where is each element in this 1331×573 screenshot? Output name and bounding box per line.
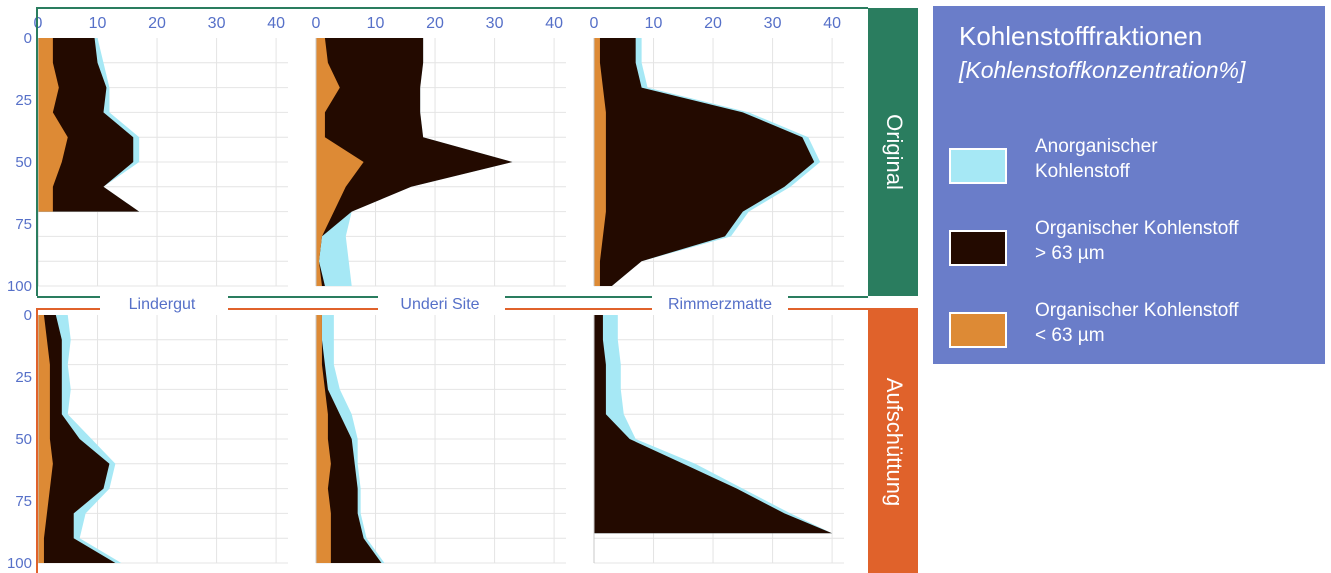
legend-item-inorganic: Anorganischer Kohlenstoff: [949, 134, 1319, 204]
area-organic-coarse: [594, 38, 815, 286]
area-organic-fine: [594, 38, 606, 286]
chart-panels: 0 10 20 30 40 0 25 50 75 100 0 10 20 30 40 0 10 20 30 40 0 25…: [7, 7, 868, 573]
legend-subtitle: [Kohlenstoffkonzentration%]: [959, 57, 1246, 83]
x-tick-label: 20: [426, 15, 444, 32]
legend-label-inorganic: Anorganischer Kohlenstoff: [1035, 134, 1325, 184]
aufschuettung-band-label: Aufschüttung: [882, 378, 907, 506]
area-organic-coarse: [316, 38, 513, 286]
area-organic-fine: [316, 38, 364, 286]
y-tick-label: 100: [7, 278, 32, 295]
y-tick-label: 25: [15, 92, 32, 109]
x-tick-label: 20: [704, 15, 722, 32]
y-tick-label: 50: [15, 154, 32, 171]
site-label-rimmerzmatte: Rimmerzmatte: [668, 296, 772, 313]
panel-aufschuettung-underi-site: [315, 315, 566, 564]
legend-label-line1: Anorganischer: [1035, 136, 1158, 157]
legend-label-line2: Kohlenstoff: [1035, 161, 1130, 182]
y-tick-label: 25: [15, 369, 32, 386]
original-band-label: Original: [882, 114, 907, 190]
x-tick-label: 40: [823, 15, 841, 32]
x-tick-label: 10: [89, 15, 107, 32]
y-tick-label: 0: [24, 30, 32, 47]
site-separators: [37, 296, 868, 310]
site-label-underi-site: Underi Site: [400, 296, 479, 313]
aufschuettung-band-background: [868, 308, 918, 573]
legend-swatch-organic-coarse: [949, 230, 1007, 266]
site-labels: Lindergut Underi Site Rimmerzmatte: [129, 296, 772, 313]
area-organic-coarse: [38, 38, 140, 212]
y-tick-label: 0: [24, 307, 32, 324]
y-tick-label: 75: [15, 216, 32, 233]
panel-aufschuettung-rimmerzmatte: [593, 315, 844, 564]
legend-swatch-inorganic: [949, 148, 1007, 184]
x-tick-label: 10: [645, 15, 663, 32]
x-tick-label: 20: [148, 15, 166, 32]
x-tick-label: 0: [34, 15, 43, 32]
x-tick-label: 40: [545, 15, 563, 32]
x-tick-label: 40: [267, 15, 285, 32]
legend-item-organic-coarse: Organischer Kohlenstoff > 63 µm: [949, 216, 1319, 286]
legend-swatch-organic-fine: [949, 312, 1007, 348]
legend-label-line1: Organischer Kohlenstoff: [1035, 300, 1239, 321]
x-tick-label: 0: [312, 15, 321, 32]
legend-label-organic-coarse: Organischer Kohlenstoff > 63 µm: [1035, 216, 1325, 266]
x-tick-label: 30: [208, 15, 226, 32]
legend-label-line2: < 63 µm: [1035, 325, 1105, 346]
site-label-lindergut: Lindergut: [129, 296, 196, 313]
original-band: Original: [868, 8, 918, 296]
legend-title: Kohlenstofffraktionen: [959, 21, 1203, 51]
panel-original-rimmerzmatte: 0 10 20 30 40: [590, 15, 844, 287]
legend: Kohlenstofffraktionen [Kohlenstoffkonzen…: [933, 6, 1325, 364]
panel-original-lindergut: 0 10 20 30 40 0 25 50 75 100: [7, 15, 288, 295]
original-frame: [36, 7, 868, 296]
x-tick-label: 10: [367, 15, 385, 32]
legend-label-line2: > 63 µm: [1035, 243, 1105, 264]
legend-item-organic-fine: Organischer Kohlenstoff < 63 µm: [949, 298, 1319, 368]
panel-aufschuettung-lindergut: 0 25 50 75 100: [7, 307, 288, 572]
area-organic-fine: [316, 315, 331, 563]
original-band-background: [868, 8, 918, 296]
y-tick-label: 75: [15, 493, 32, 510]
aufschuettung-band: Aufschüttung: [868, 308, 918, 573]
y-tick-label: 100: [7, 555, 32, 572]
x-tick-label: 0: [590, 15, 599, 32]
y-tick-label: 50: [15, 431, 32, 448]
area-organic-coarse: [316, 315, 382, 563]
panel-original-underi-site: 0 10 20 30 40: [312, 15, 566, 287]
legend-label-line1: Organischer Kohlenstoff: [1035, 218, 1239, 239]
x-tick-label: 30: [764, 15, 782, 32]
area-organic-fine: [38, 38, 68, 212]
area-organic-fine: [38, 315, 53, 563]
area-organic-coarse: [38, 315, 116, 563]
x-tick-label: 30: [486, 15, 504, 32]
legend-label-organic-fine: Organischer Kohlenstoff < 63 µm: [1035, 298, 1325, 348]
area-organic-coarse: [594, 315, 833, 534]
